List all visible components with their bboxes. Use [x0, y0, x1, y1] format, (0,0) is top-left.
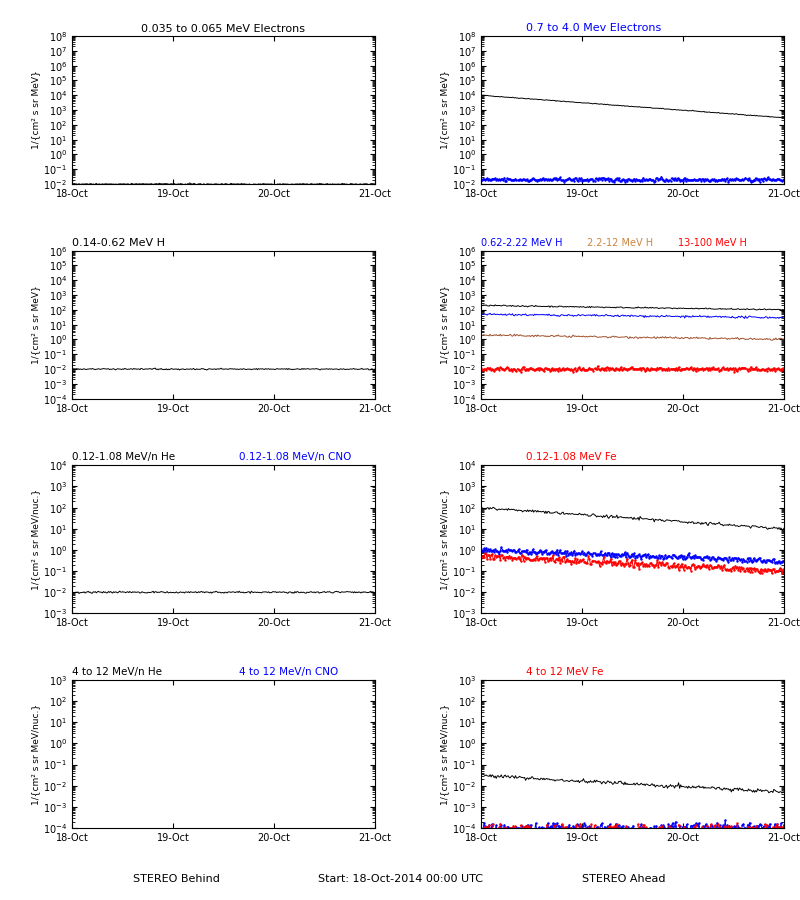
Text: 4 to 12 MeV/n CNO: 4 to 12 MeV/n CNO: [238, 667, 338, 677]
Text: 0.7 to 4.0 Mev Electrons: 0.7 to 4.0 Mev Electrons: [526, 23, 662, 33]
Y-axis label: 1/{cm² s sr MeV/nuc.}: 1/{cm² s sr MeV/nuc.}: [440, 489, 450, 590]
Text: 0.12-1.08 MeV Fe: 0.12-1.08 MeV Fe: [526, 453, 617, 463]
Title: 0.035 to 0.065 MeV Electrons: 0.035 to 0.065 MeV Electrons: [142, 23, 306, 34]
Text: STEREO Ahead: STEREO Ahead: [582, 874, 666, 884]
Text: Start: 18-Oct-2014 00:00 UTC: Start: 18-Oct-2014 00:00 UTC: [318, 874, 482, 884]
Text: 4 to 12 MeV/n He: 4 to 12 MeV/n He: [72, 667, 162, 677]
Y-axis label: 1/{cm² s sr MeV}: 1/{cm² s sr MeV}: [441, 70, 450, 149]
Y-axis label: 1/{cm² s sr MeV/nuc.}: 1/{cm² s sr MeV/nuc.}: [31, 489, 40, 590]
Y-axis label: 1/{cm² s sr MeV}: 1/{cm² s sr MeV}: [440, 285, 449, 364]
Text: 4 to 12 MeV Fe: 4 to 12 MeV Fe: [526, 667, 604, 677]
Text: 0.14-0.62 MeV H: 0.14-0.62 MeV H: [72, 238, 165, 248]
Text: 0.62-2.22 MeV H: 0.62-2.22 MeV H: [481, 238, 562, 248]
Y-axis label: 1/{cm² s sr MeV/nuc.}: 1/{cm² s sr MeV/nuc.}: [31, 704, 40, 805]
Text: 13-100 MeV H: 13-100 MeV H: [678, 238, 747, 248]
Text: 2.2-12 MeV H: 2.2-12 MeV H: [587, 238, 653, 248]
Y-axis label: 1/{cm² s sr MeV/nuc.}: 1/{cm² s sr MeV/nuc.}: [440, 704, 449, 805]
Text: 0.12-1.08 MeV/n He: 0.12-1.08 MeV/n He: [72, 453, 175, 463]
Y-axis label: 1/{cm² s sr MeV}: 1/{cm² s sr MeV}: [31, 70, 41, 149]
Text: 0.12-1.08 MeV/n CNO: 0.12-1.08 MeV/n CNO: [238, 453, 351, 463]
Text: STEREO Behind: STEREO Behind: [133, 874, 219, 884]
Y-axis label: 1/{cm² s sr MeV}: 1/{cm² s sr MeV}: [31, 285, 40, 364]
